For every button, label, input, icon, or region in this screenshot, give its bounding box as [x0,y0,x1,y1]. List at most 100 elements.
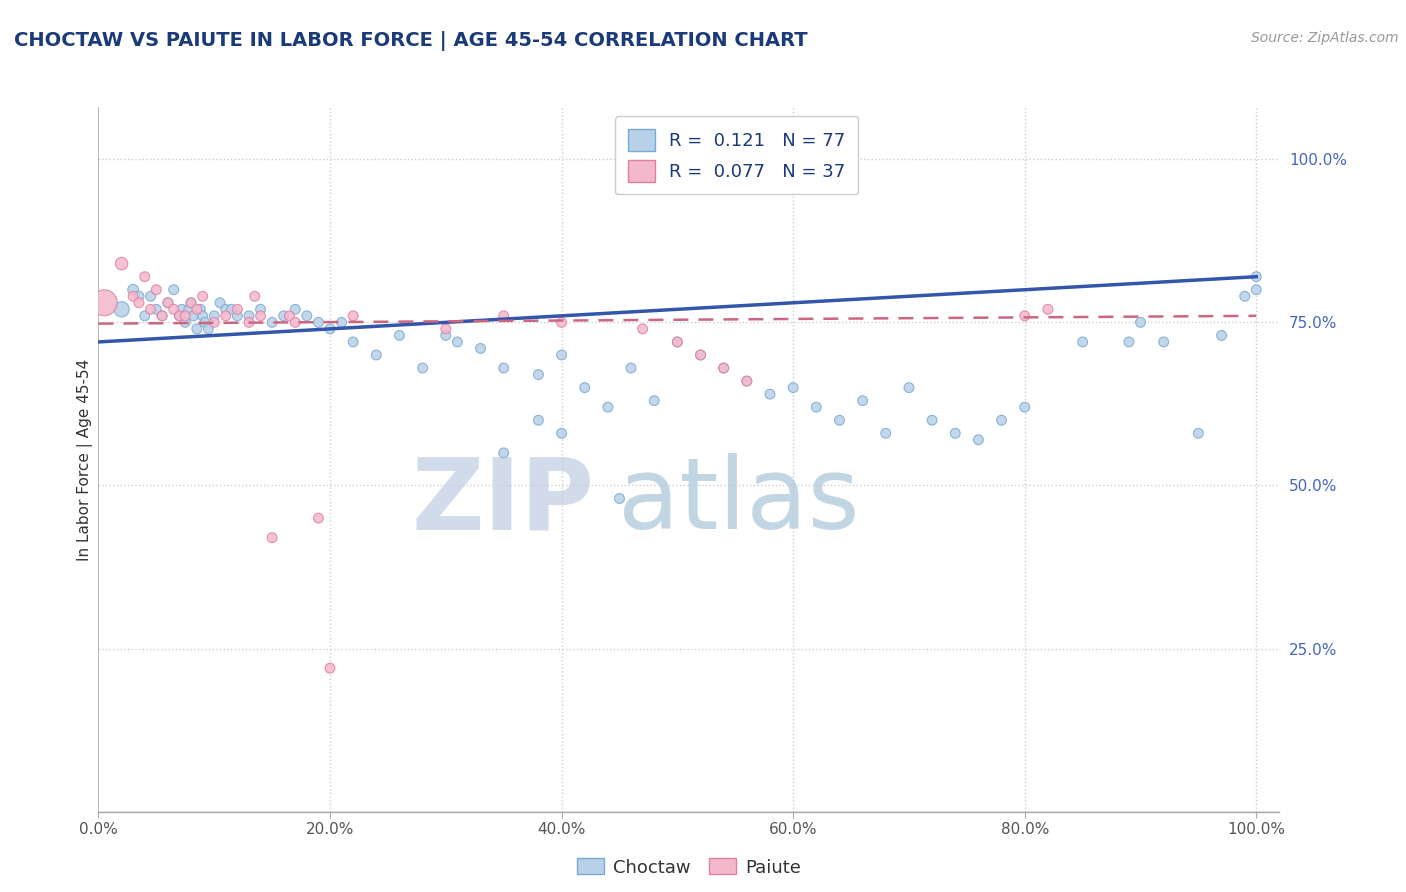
Point [319,661,342,675]
Point [828,413,851,427]
Point [574,381,596,395]
Point [1118,334,1140,349]
Point [550,315,572,329]
Point [177,302,200,317]
Point [180,295,202,310]
Point [1246,283,1268,297]
Point [197,322,219,336]
Point [110,257,132,271]
Point [180,295,202,310]
Point [713,361,735,376]
Point [1153,334,1175,349]
Point [1036,302,1059,317]
Point [1071,334,1094,349]
Point [93,295,115,310]
Point [169,309,191,323]
Point [139,302,162,317]
Point [284,315,307,329]
Point [943,426,966,441]
Point [990,413,1012,427]
Point [689,348,711,362]
Point [284,302,307,317]
Point [1187,426,1209,441]
Point [128,295,150,310]
Point [875,426,897,441]
Point [110,302,132,317]
Point [150,309,173,323]
Point [1211,328,1233,343]
Point [128,289,150,303]
Point [238,315,260,329]
Text: CHOCTAW VS PAIUTE IN LABOR FORCE | AGE 45-54 CORRELATION CHART: CHOCTAW VS PAIUTE IN LABOR FORCE | AGE 4… [14,31,807,51]
Point [215,302,238,317]
Legend: Choctaw, Paiute: Choctaw, Paiute [569,851,808,884]
Point [620,361,643,376]
Point [319,322,342,336]
Point [226,302,249,317]
Point [412,361,434,376]
Point [527,413,550,427]
Point [759,387,782,401]
Point [307,315,329,329]
Point [470,342,492,356]
Point [492,361,515,376]
Point [191,289,214,303]
Y-axis label: In Labor Force | Age 45-54: In Labor Force | Age 45-54 [76,359,93,560]
Point [156,295,179,310]
Point [967,433,990,447]
Point [689,348,711,362]
Point [492,309,515,323]
Point [921,413,943,427]
Point [1233,289,1256,303]
Point [550,426,572,441]
Point [186,322,208,336]
Point [1014,309,1036,323]
Text: atlas: atlas [619,453,859,550]
Point [221,302,243,317]
Point [295,309,318,323]
Point [806,400,828,414]
Point [643,393,665,408]
Point [145,283,167,297]
Point [183,309,205,323]
Point [191,309,214,323]
Point [307,511,329,525]
Point [226,309,249,323]
Point [262,531,284,545]
Point [174,315,197,329]
Point [169,309,191,323]
Point [139,289,162,303]
Point [434,328,457,343]
Point [145,302,167,317]
Point [238,309,260,323]
Point [434,322,457,336]
Point [342,309,364,323]
Point [550,348,572,362]
Point [609,491,631,506]
Point [273,309,295,323]
Point [278,309,301,323]
Point [170,302,193,317]
Point [163,302,186,317]
Point [735,374,758,388]
Point [249,309,271,323]
Text: Source: ZipAtlas.com: Source: ZipAtlas.com [1251,31,1399,45]
Point [134,309,156,323]
Point [1246,269,1268,284]
Point [186,302,208,317]
Point [631,322,654,336]
Point [666,334,689,349]
Point [330,315,353,329]
Point [342,334,364,349]
Point [163,283,186,297]
Point [1129,315,1152,329]
Point [134,269,156,284]
Point [122,289,145,303]
Point [243,289,266,303]
Point [527,368,550,382]
Point [156,295,179,310]
Point [366,348,388,362]
Point [215,309,238,323]
Point [174,309,197,323]
Point [202,309,225,323]
